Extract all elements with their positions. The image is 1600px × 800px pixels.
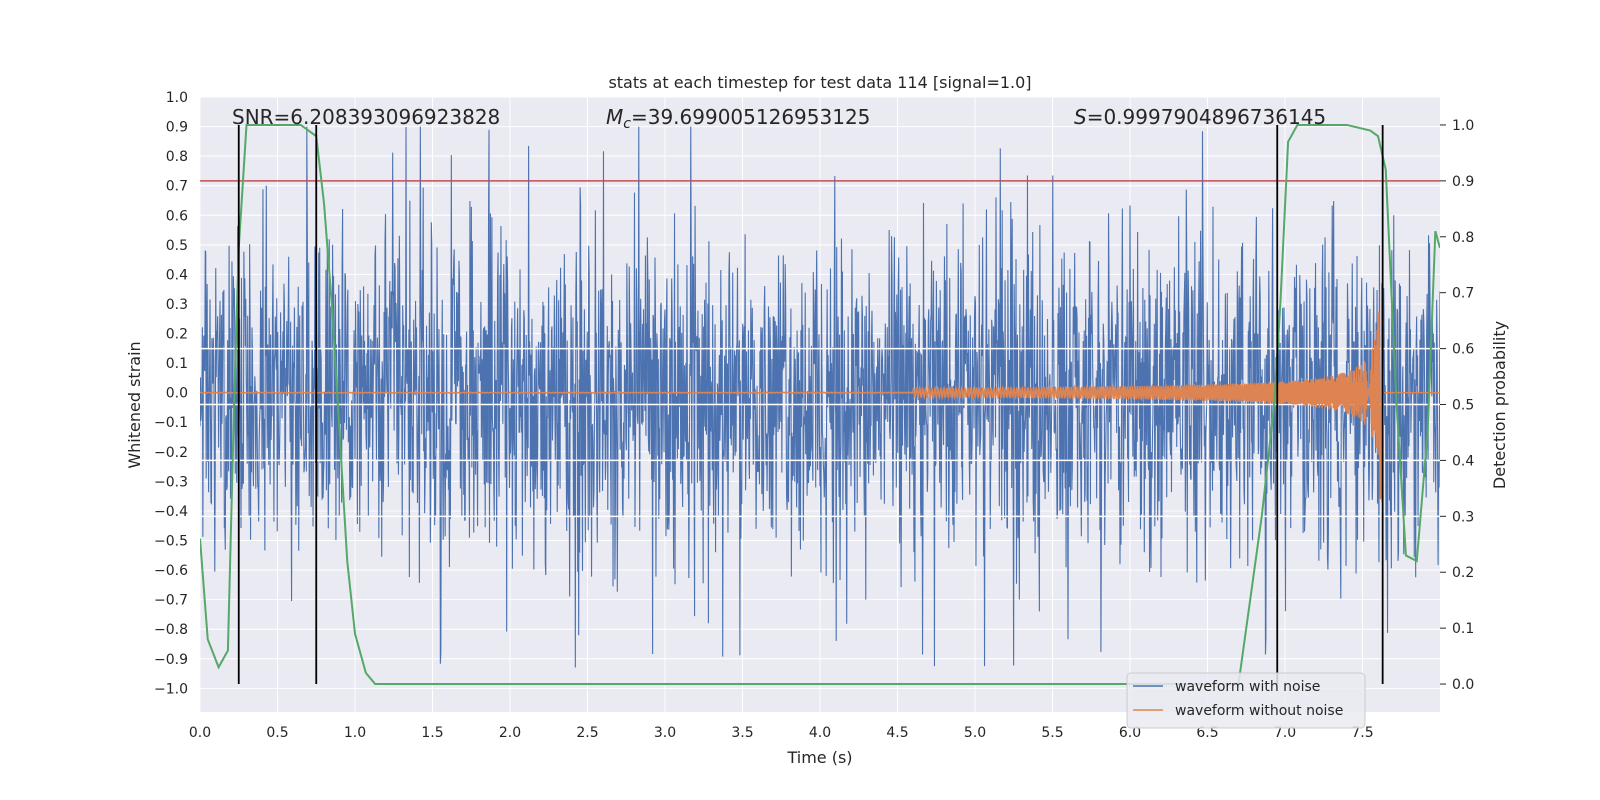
right-tick-label: 0.1 [1452,621,1474,637]
left-tick-label: −0.3 [154,474,188,490]
x-axis-label: Time (s) [786,748,852,767]
right-tick-label: 0.4 [1452,453,1474,469]
left-tick-label: 0.3 [166,297,188,313]
left-tick-label: −1.0 [154,681,188,697]
right-tick-label: 0.8 [1452,230,1474,246]
legend-label-clean: waveform without noise [1175,703,1343,719]
right-tick-label: 0.3 [1452,509,1474,525]
chirp-mass-annotation: Mc=39.699005126953125 [606,105,870,132]
x-tick-label: 1.0 [344,725,366,741]
x-tick-label: 5.5 [1041,725,1063,741]
left-tick-label: 0.9 [166,120,188,136]
score-annotation: S=0.9997904896736145 [1074,105,1326,129]
x-tick-label: 0.5 [266,725,288,741]
left-axis-label: Whitened strain [125,341,144,468]
left-tick-label: 0.6 [166,208,188,224]
x-axis-ticks: 0.0 0.5 1.0 1.5 2.0 2.5 3.0 3.5 4.0 4.5 5.0 5.5 6.0 6… [189,725,1374,741]
x-tick-label: 7.0 [1274,725,1296,741]
x-tick-label: 3.5 [731,725,753,741]
score-symbol: S [1074,105,1087,129]
x-tick-label: 3.0 [654,725,676,741]
x-tick-label: 6.0 [1119,725,1141,741]
x-tick-label: 6.5 [1196,725,1218,741]
left-tick-label: 0.7 [166,179,188,195]
right-tick-label: 1.0 [1452,118,1474,134]
legend-box [1126,672,1366,729]
chirp-mass-symbol: M [606,105,623,129]
right-tick-label: 0.5 [1452,398,1474,414]
left-tick-label: −0.9 [154,652,188,668]
left-axis-ticks: 1.0 0.9 0.8 0.7 0.6 0.5 0.4 0.3 0.2 0.1 0.0 −0.1 −0.… [154,90,188,697]
left-tick-label: 0.0 [166,386,188,402]
series-waveform-without-noise [200,283,1440,503]
right-tick-label: 0.9 [1452,174,1474,190]
x-tick-label: 0.0 [189,725,211,741]
left-tick-label: 0.5 [166,238,188,254]
left-tick-label: 0.8 [166,149,188,165]
left-tick-label: −0.6 [154,563,188,579]
vertical-markers [237,124,1384,685]
snr-annotation: SNR=6.208393096923828 [232,105,500,129]
right-tick-label: 0.7 [1452,286,1474,302]
legend-label-noise: waveform with noise [1175,679,1320,695]
right-tick-label: 0.2 [1452,565,1474,581]
left-tick-label: −0.1 [154,415,188,431]
left-tick-label: 0.1 [166,356,188,372]
x-tick-label: 2.5 [576,725,598,741]
x-tick-label: 4.0 [809,725,831,741]
series-waveform-with-noise [200,126,1440,668]
chart-title: stats at each timestep for test data 114… [608,73,1031,92]
chirp-mass-subscript: c [623,116,631,132]
x-tick-label: 1.5 [421,725,443,741]
x-tick-label: 4.5 [886,725,908,741]
left-tick-label: 0.4 [166,267,188,283]
left-tick-label: 1.0 [166,90,188,106]
legend: waveform with noise waveform without noi… [1126,672,1366,729]
right-tick-label: 0.0 [1452,677,1474,693]
x-tick-label: 5.0 [964,725,986,741]
x-tick-label: 2.0 [499,725,521,741]
left-tick-label: −0.8 [154,622,188,638]
right-axis-label: Detection probability [1490,321,1509,489]
left-tick-label: 0.2 [166,327,188,343]
x-tick-label: 7.5 [1351,725,1373,741]
left-tick-label: −0.5 [154,534,188,550]
right-axis-ticks: 1.0 0.9 0.8 0.7 0.6 0.5 0.4 0.3 0.2 0.1 0.0 [1440,118,1474,693]
plot-content [200,123,1440,686]
left-tick-label: −0.4 [154,504,188,520]
right-tick-label: 0.6 [1452,342,1474,358]
chirp-mass-value: =39.699005126953125 [631,105,870,129]
left-tick-label: −0.7 [154,593,188,609]
score-value: =0.9997904896736145 [1087,105,1326,129]
left-tick-label: −0.2 [154,445,188,461]
